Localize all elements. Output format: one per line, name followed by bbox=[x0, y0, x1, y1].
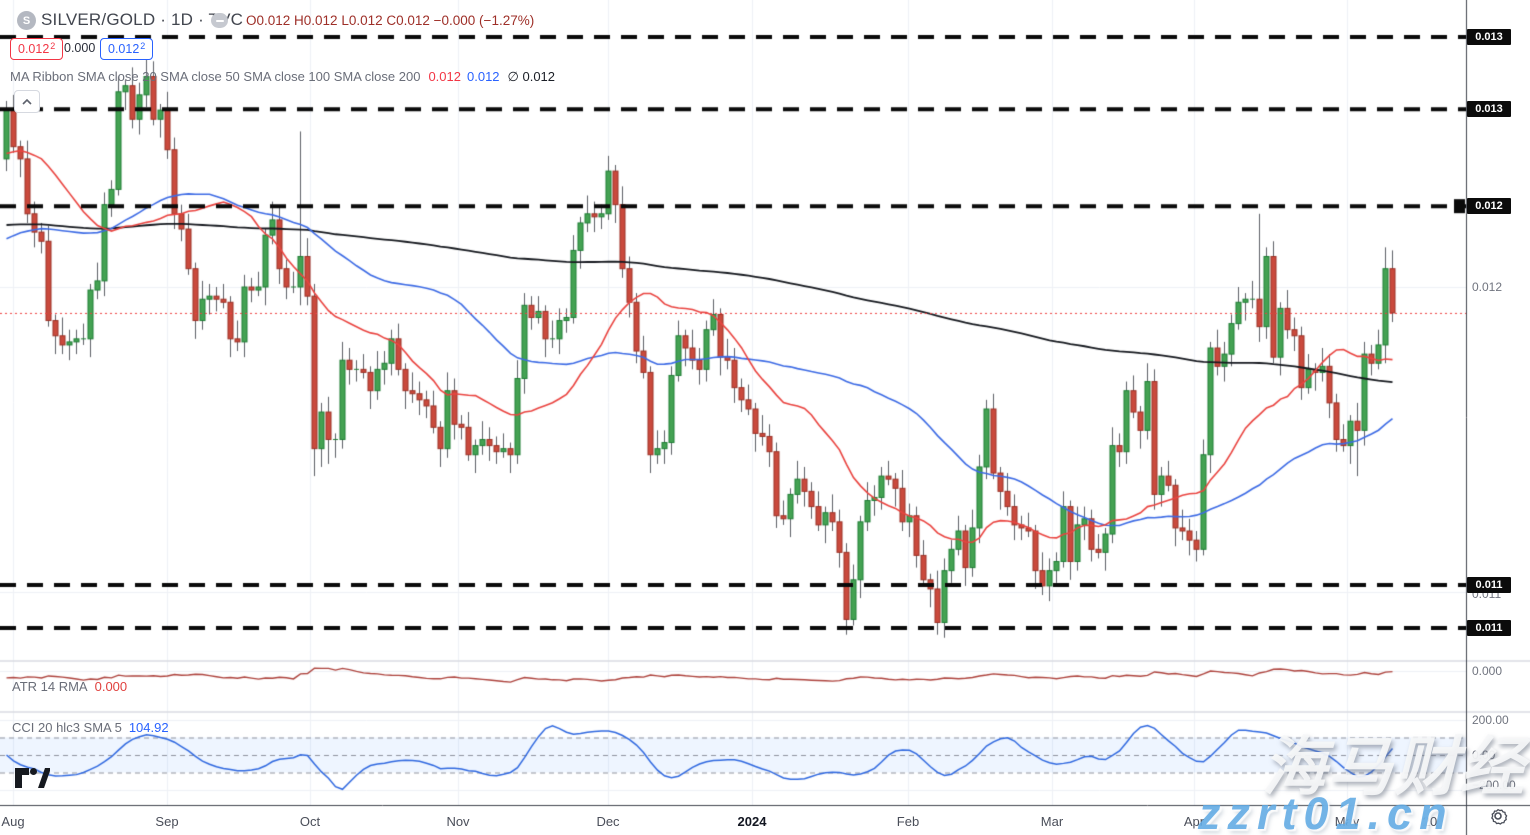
ma-value-blue: 0.012 bbox=[467, 69, 500, 84]
ma-value-red: 0.012 bbox=[428, 69, 461, 84]
price-level-label: 0.011 bbox=[1467, 576, 1511, 593]
cci-legend[interactable]: CCI 20 hlc3 SMA 5 104.92 bbox=[12, 720, 169, 735]
atr-value: 0.000 bbox=[94, 679, 128, 694]
cci-label: CCI 20 hlc3 SMA 5 bbox=[12, 720, 122, 735]
price-axis-grid-label: 0.00 bbox=[1472, 748, 1496, 762]
price-box-blue: 0.012 2 bbox=[100, 38, 154, 60]
time-axis-label: Aug bbox=[1, 814, 25, 829]
price-box-blue-sup: 2 bbox=[140, 41, 146, 51]
minimize-icon[interactable] bbox=[211, 13, 228, 28]
atr-legend[interactable]: ATR 14 RMA 0.000 bbox=[12, 679, 127, 694]
price-box-red-sup: 2 bbox=[50, 41, 56, 51]
cci-value: 104.92 bbox=[128, 720, 169, 735]
watermark-brand: 海马财经 bbox=[1262, 731, 1526, 803]
time-axis-label: Sep bbox=[155, 814, 179, 829]
chevron-up-icon bbox=[22, 98, 32, 105]
price-axis[interactable]: 0.012 0.011 0.000 200.00 0.00 −200.00 0.013 0.0… bbox=[1466, 0, 1530, 805]
price-box-red-value: 0.012 bbox=[18, 42, 50, 56]
collapse-legend-button[interactable] bbox=[14, 90, 40, 113]
time-axis-label: Mar bbox=[1040, 814, 1064, 829]
time-axis-label: Oct bbox=[299, 814, 321, 829]
time-axis-label: May bbox=[1334, 814, 1360, 829]
price-box-red: 0.012 2 bbox=[10, 38, 64, 60]
price-level-label: 0.013 bbox=[1467, 101, 1511, 118]
atr-label: ATR 14 RMA bbox=[12, 679, 88, 694]
watermark-site: zzrt01.cn bbox=[1198, 788, 1454, 835]
symbol-logo-icon: S bbox=[17, 11, 36, 30]
symbol-title[interactable]: SILVER/GOLD · 1D · TVC bbox=[41, 10, 244, 29]
time-axis-label: Feb bbox=[896, 814, 920, 829]
ma-value-avg: ∅ 0.012 bbox=[507, 69, 556, 84]
price-axis-grid-label: −200.00 bbox=[1472, 778, 1516, 792]
ma-ribbon-legend[interactable]: MA Ribbon SMA close 20 SMA close 50 SMA … bbox=[10, 69, 555, 85]
price-level-label: 0.011 bbox=[1467, 619, 1511, 636]
time-axis-label: 2024 bbox=[737, 814, 767, 829]
tradingview-logo-icon[interactable] bbox=[14, 766, 50, 790]
ohlc-values: O0.012 H0.012 L0.012 C0.012 −0.000 (−1.2… bbox=[246, 13, 535, 28]
time-axis-label: Apr bbox=[1183, 814, 1205, 829]
settings-gear-icon[interactable] bbox=[1487, 805, 1509, 827]
ma-ribbon-label: MA Ribbon SMA close 20 SMA close 50 SMA … bbox=[10, 69, 421, 84]
price-plain-value: 0.000 bbox=[64, 41, 96, 55]
price-axis-grid-label: 0.012 bbox=[1472, 280, 1503, 294]
time-axis-label: Dec bbox=[596, 814, 620, 829]
price-axis-grid-label: 0.000 bbox=[1472, 664, 1503, 678]
price-axis-grid-label: 200.00 bbox=[1472, 713, 1509, 727]
price-box-blue-value: 0.012 bbox=[108, 42, 140, 56]
time-axis-label: Nov bbox=[446, 814, 470, 829]
price-level-label: 0.012 bbox=[1467, 198, 1511, 215]
time-axis[interactable]: Aug Sep Oct Nov Dec 2024 Feb Mar Apr May 20 bbox=[0, 806, 1530, 835]
price-level-label: 0.013 bbox=[1467, 28, 1511, 45]
time-axis-label: 20 bbox=[1422, 814, 1438, 829]
